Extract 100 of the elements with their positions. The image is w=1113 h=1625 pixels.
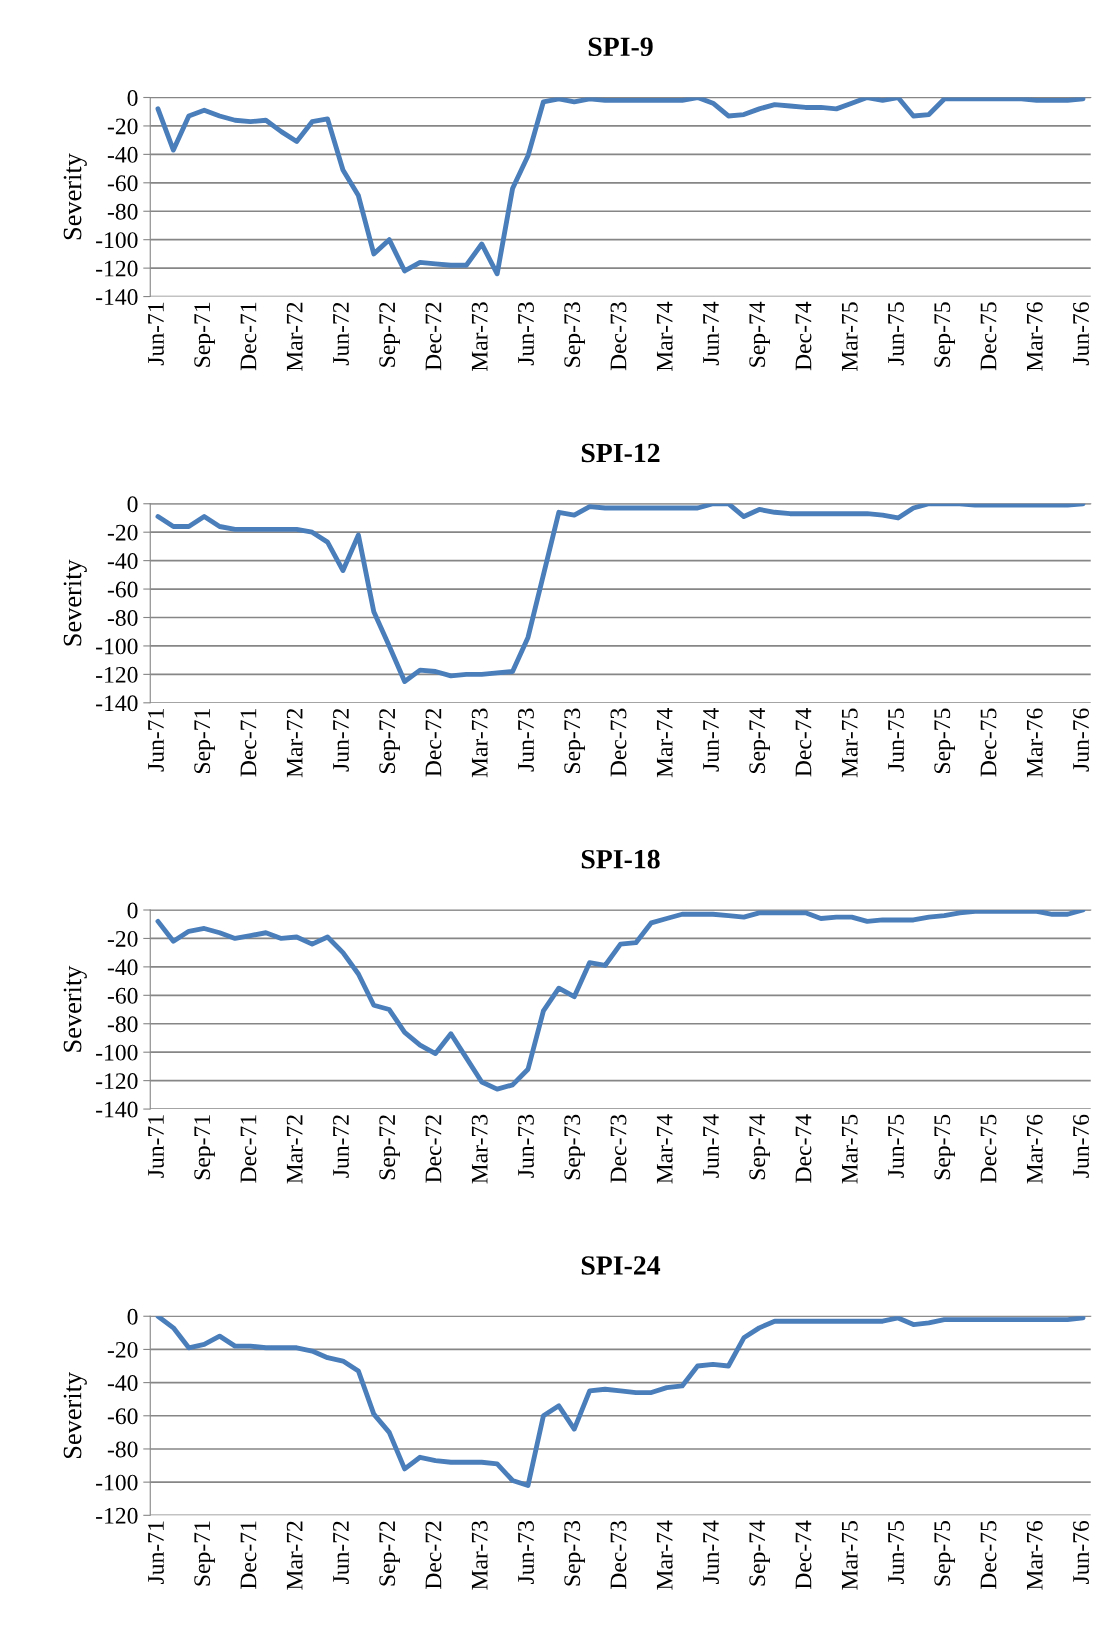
x-tick-label: Dec-74 xyxy=(795,708,812,777)
x-tick-label: Jun-71 xyxy=(148,709,164,772)
y-tick-label: -80 xyxy=(107,1441,138,1458)
x-tick-label: Dec-73 xyxy=(610,1114,627,1183)
x-tick-label: Sep-71 xyxy=(194,1521,215,1586)
x-tick-label: Mar-76 xyxy=(1026,1114,1043,1184)
y-tick-label: 0 xyxy=(127,89,138,106)
x-tick-label: Jun-72 xyxy=(333,302,349,366)
chart-title: SPI-18 xyxy=(581,849,660,869)
x-tick-label: Jun-71 xyxy=(148,1115,164,1178)
y-tick-label: -80 xyxy=(107,1016,138,1033)
x-tick-label: Dec-73 xyxy=(610,708,627,777)
x-tick-label: Mar-76 xyxy=(1026,708,1043,778)
x-tick-label: Mar-72 xyxy=(286,708,303,778)
x-tick-label: Sep-75 xyxy=(934,708,955,773)
y-tick-label: -80 xyxy=(107,609,138,626)
y-tick-label: -80 xyxy=(107,203,138,220)
x-tick-label: Sep-71 xyxy=(194,1115,215,1180)
x-tick-label: Sep-72 xyxy=(379,708,400,773)
x-tick-label: Jun-76 xyxy=(1073,708,1089,772)
x-tick-label: Sep-73 xyxy=(564,708,585,773)
x-tick-label: Dec-74 xyxy=(795,301,812,371)
x-tick-label: Dec-74 xyxy=(795,1520,812,1589)
x-tick-label: Jun-75 xyxy=(888,708,904,772)
x-tick-label: Dec-75 xyxy=(980,1521,997,1589)
y-tick-label: -100 xyxy=(96,232,138,249)
x-tick-label: Mar-73 xyxy=(471,1114,488,1184)
x-tick-label: Jun-75 xyxy=(888,1114,904,1178)
line-series xyxy=(155,910,1086,1092)
y-tick-label: -100 xyxy=(96,1044,138,1061)
x-tick-label: Jun-76 xyxy=(1073,1520,1089,1584)
x-tick-label: Mar-72 xyxy=(286,302,303,372)
x-tick-label: Sep-75 xyxy=(934,1521,955,1586)
y-axis-title: Severity xyxy=(63,153,87,240)
y-tick-label: -120 xyxy=(96,260,138,277)
x-tick-label: Dec-73 xyxy=(610,1521,627,1589)
x-tick-label: Mar-74 xyxy=(656,1114,673,1184)
x-tick-label: Sep-75 xyxy=(934,302,955,367)
x-tick-label: Mar-76 xyxy=(1026,1520,1043,1590)
y-tick-label: -20 xyxy=(107,930,138,947)
x-tick-label: Mar-74 xyxy=(656,708,673,778)
y-tick-label: -40 xyxy=(107,553,138,570)
chart-title: SPI-9 xyxy=(588,37,653,57)
x-tick-label: Sep-73 xyxy=(564,1114,585,1180)
y-tick-label: 0 xyxy=(127,902,138,919)
x-tick-label: Dec-72 xyxy=(425,1521,442,1589)
y-tick-label: -20 xyxy=(107,1341,138,1358)
x-tick-label: Dec-71 xyxy=(240,302,257,371)
x-tick-label: Jun-74 xyxy=(703,1114,719,1178)
y-tick-label: -120 xyxy=(96,1073,138,1090)
x-tick-label: Mar-75 xyxy=(841,302,858,372)
x-tick-label: Sep-75 xyxy=(934,1114,955,1180)
x-tick-label: Sep-72 xyxy=(379,302,400,367)
y-tick-label: -40 xyxy=(107,146,138,163)
x-tick-label: Sep-72 xyxy=(379,1521,400,1586)
x-tick-label: Dec-73 xyxy=(610,302,627,371)
y-tick-label: -100 xyxy=(96,1474,138,1491)
x-tick-label: Mar-73 xyxy=(471,302,488,372)
x-tick-label: Dec-71 xyxy=(240,709,257,777)
y-tick-label: -40 xyxy=(107,1375,138,1392)
y-axis-title: Severity xyxy=(63,559,87,646)
x-tick-label: Jun-75 xyxy=(888,1521,904,1584)
x-tick-label: Jun-73 xyxy=(518,1521,534,1584)
x-tick-label: Dec-75 xyxy=(980,302,997,371)
x-tick-label: Dec-72 xyxy=(425,302,442,371)
x-tick-label: Jun-74 xyxy=(703,1520,719,1584)
x-tick-label: Jun-74 xyxy=(703,301,719,366)
y-tick-label: -120 xyxy=(96,1507,138,1524)
x-tick-label: Jun-72 xyxy=(333,1115,349,1178)
x-tick-label: Sep-71 xyxy=(194,302,215,367)
y-tick-label: -140 xyxy=(96,1101,138,1118)
x-tick-label: Dec-71 xyxy=(240,1115,257,1183)
x-tick-label: Jun-72 xyxy=(333,1521,349,1584)
x-tick-label: Sep-74 xyxy=(749,708,770,773)
y-tick-label: -120 xyxy=(96,666,138,683)
x-tick-label: Jun-76 xyxy=(1073,1114,1089,1178)
x-tick-label: Mar-74 xyxy=(656,301,673,372)
x-tick-label: Sep-74 xyxy=(749,301,770,367)
x-tick-label: Mar-75 xyxy=(841,1521,858,1590)
x-tick-label: Mar-75 xyxy=(841,1114,858,1184)
chart-title: SPI-24 xyxy=(581,1256,661,1275)
x-tick-label: Mar-73 xyxy=(471,1521,488,1590)
x-tick-label: Mar-75 xyxy=(841,708,858,778)
chart-title: SPI-12 xyxy=(581,443,660,463)
x-tick-label: Jun-76 xyxy=(1073,302,1089,366)
x-tick-label: Sep-71 xyxy=(194,709,215,773)
x-tick-label: Jun-71 xyxy=(148,1521,164,1584)
y-tick-label: 0 xyxy=(127,496,138,513)
y-tick-label: -20 xyxy=(107,118,138,135)
y-axis-title: Severity xyxy=(63,965,87,1052)
x-tick-label: Dec-72 xyxy=(425,708,442,777)
y-tick-label: -100 xyxy=(96,638,138,655)
y-tick-label: -140 xyxy=(96,289,138,305)
y-tick-label: -140 xyxy=(96,695,138,712)
line-series xyxy=(155,503,1086,684)
x-tick-label: Jun-71 xyxy=(148,302,164,366)
x-tick-label: Dec-72 xyxy=(425,1115,442,1183)
x-tick-label: Sep-74 xyxy=(749,1520,770,1586)
x-tick-label: Dec-75 xyxy=(980,1114,997,1183)
y-tick-label: -60 xyxy=(107,1408,138,1425)
